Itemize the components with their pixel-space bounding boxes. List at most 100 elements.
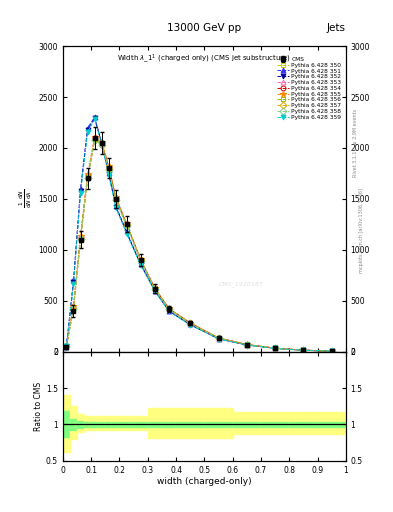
Pythia 6.428 356 [124,222,129,228]
Pythia 6.428 353 [64,343,69,349]
Pythia 6.428 359 [114,205,118,211]
Pythia 6.428 351 [244,342,249,348]
Pythia 6.428 359 [92,116,97,122]
Pythia 6.428 351 [329,348,334,354]
Pythia 6.428 350 [301,347,306,353]
Pythia 6.428 353 [301,347,306,353]
Pythia 6.428 350 [64,343,69,349]
Pythia 6.428 353 [152,285,157,291]
Pythia 6.428 352 [85,126,90,133]
Pythia 6.428 350 [216,335,221,341]
Pythia 6.428 351 [124,228,129,234]
Pythia 6.428 352 [107,172,111,178]
Pythia 6.428 353 [85,174,90,180]
Pythia 6.428 353 [138,257,143,263]
Pythia 6.428 350 [188,321,193,327]
Pythia 6.428 359 [107,173,111,179]
Pythia 6.428 351 [85,124,90,131]
Pythia 6.428 351 [71,278,76,284]
Line: Pythia 6.428 351: Pythia 6.428 351 [64,115,334,354]
Pythia 6.428 359 [85,129,90,135]
Pythia 6.428 354 [329,348,334,354]
Pythia 6.428 353 [114,196,118,202]
Pythia 6.428 353 [244,342,249,348]
Pythia 6.428 352 [99,141,104,147]
Pythia 6.428 354 [107,164,111,170]
Line: Pythia 6.428 357: Pythia 6.428 357 [64,137,334,354]
Pythia 6.428 356 [167,306,171,312]
Pythia 6.428 355 [85,172,90,178]
Y-axis label: Ratio to CMS: Ratio to CMS [34,381,43,431]
Pythia 6.428 356 [188,320,193,326]
Line: Pythia 6.428 359: Pythia 6.428 359 [64,117,334,354]
Pythia 6.428 355 [216,335,221,341]
Pythia 6.428 351 [107,170,111,177]
Pythia 6.428 354 [64,343,69,349]
Pythia 6.428 358 [99,142,104,148]
Pythia 6.428 357 [188,321,193,327]
Text: 13000 GeV pp: 13000 GeV pp [167,23,241,33]
Pythia 6.428 354 [99,140,104,146]
Pythia 6.428 356 [85,174,90,180]
Pythia 6.428 352 [152,288,157,294]
Y-axis label: $\frac{1}{\mathrm{d}N}\frac{\mathrm{d}N}{\mathrm{d}\lambda}$: $\frac{1}{\mathrm{d}N}\frac{\mathrm{d}N}… [18,189,34,208]
Text: mcplots.cern.ch [arXiv:1306.3436]: mcplots.cern.ch [arXiv:1306.3436] [359,188,364,273]
Pythia 6.428 352 [138,262,143,268]
Legend: CMS, Pythia 6.428 350, Pythia 6.428 351, Pythia 6.428 352, Pythia 6.428 353, Pyt: CMS, Pythia 6.428 350, Pythia 6.428 351,… [275,55,343,121]
Pythia 6.428 356 [114,196,118,202]
Pythia 6.428 357 [138,258,143,264]
Pythia 6.428 357 [167,306,171,312]
Pythia 6.428 357 [273,345,277,351]
Line: Pythia 6.428 350: Pythia 6.428 350 [64,137,334,354]
Pythia 6.428 353 [273,345,277,351]
Pythia 6.428 357 [124,222,129,228]
Pythia 6.428 352 [114,204,118,210]
Pythia 6.428 352 [244,342,249,348]
Pythia 6.428 350 [244,342,249,348]
Pythia 6.428 352 [64,344,69,350]
Pythia 6.428 355 [114,194,118,200]
Text: Width $\lambda$_1$^1$ (charged only) (CMS jet substructure): Width $\lambda$_1$^1$ (charged only) (CM… [118,52,291,65]
Pythia 6.428 359 [301,347,306,353]
Pythia 6.428 359 [273,345,277,351]
Pythia 6.428 357 [71,305,76,311]
Pythia 6.428 355 [188,319,193,326]
Pythia 6.428 352 [273,345,277,351]
Pythia 6.428 359 [244,342,249,348]
Pythia 6.428 355 [273,345,277,351]
Pythia 6.428 351 [152,287,157,293]
Pythia 6.428 354 [78,233,83,240]
Pythia 6.428 354 [301,347,306,353]
Pythia 6.428 357 [301,347,306,353]
Pythia 6.428 354 [138,257,143,263]
Pythia 6.428 350 [92,137,97,143]
Pythia 6.428 352 [301,347,306,353]
Pythia 6.428 352 [329,348,334,354]
Pythia 6.428 354 [124,221,129,227]
Pythia 6.428 354 [244,342,249,348]
Pythia 6.428 358 [216,335,221,342]
Pythia 6.428 358 [92,137,97,143]
Pythia 6.428 351 [114,203,118,209]
Pythia 6.428 357 [244,342,249,348]
Pythia 6.428 359 [152,288,157,294]
Pythia 6.428 350 [329,348,334,354]
Pythia 6.428 354 [71,304,76,310]
Pythia 6.428 350 [124,222,129,228]
Pythia 6.428 358 [78,237,83,243]
Pythia 6.428 351 [167,308,171,314]
Pythia 6.428 359 [138,262,143,268]
Pythia 6.428 350 [273,345,277,351]
Pythia 6.428 353 [99,141,104,147]
Pythia 6.428 350 [99,142,104,148]
Pythia 6.428 355 [138,257,143,263]
Pythia 6.428 356 [138,257,143,263]
Pythia 6.428 356 [71,304,76,310]
Pythia 6.428 356 [244,342,249,348]
Pythia 6.428 350 [78,236,83,242]
Text: Jets: Jets [327,23,346,33]
Pythia 6.428 355 [124,220,129,226]
Pythia 6.428 355 [329,348,334,354]
Pythia 6.428 358 [167,306,171,312]
Pythia 6.428 351 [64,344,69,350]
